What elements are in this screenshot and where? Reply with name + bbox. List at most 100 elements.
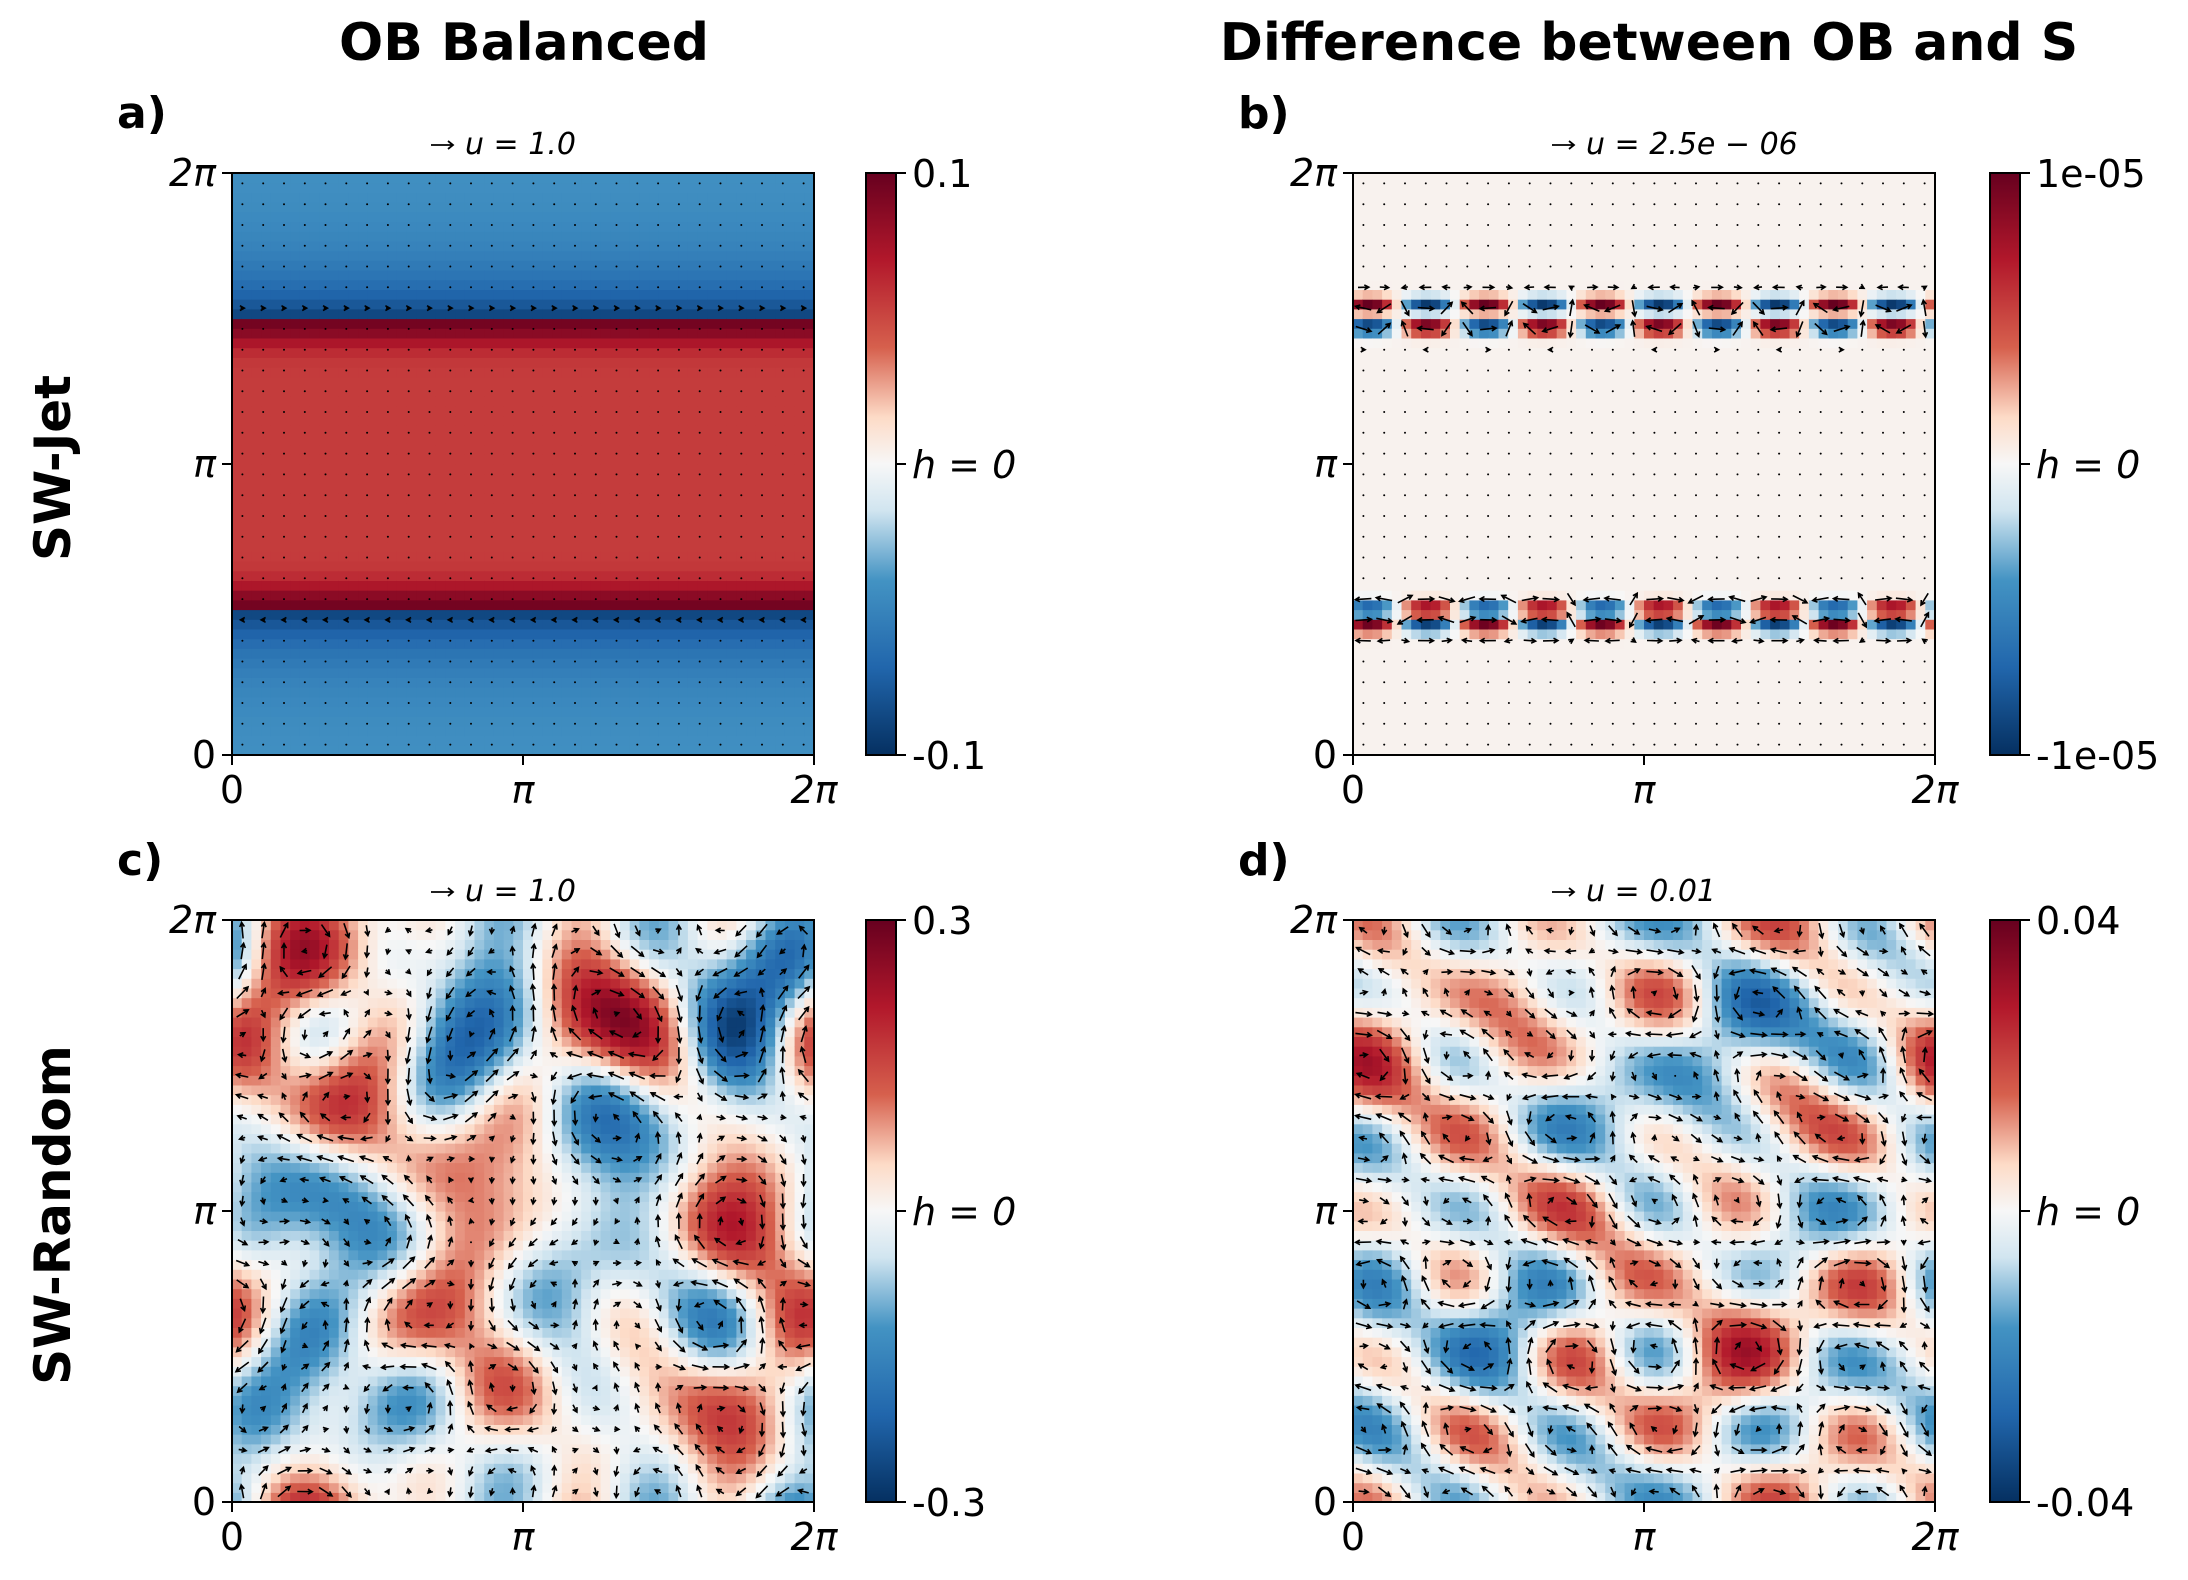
heatmap-cell	[717, 580, 728, 591]
quiver-arrow	[698, 494, 701, 497]
heatmap-cell	[571, 318, 582, 329]
quiver-arrow	[677, 494, 680, 497]
heatmap-cell	[280, 580, 291, 591]
heatmap-cell	[610, 687, 621, 698]
heatmap-cell	[784, 357, 796, 368]
heatmap-cell	[552, 211, 563, 223]
quiver-arrow	[698, 577, 701, 580]
quiver-arrow	[781, 598, 784, 601]
heatmap-cell	[775, 677, 786, 688]
heatmap-cell	[338, 289, 349, 300]
heatmap-cell	[1362, 716, 1373, 727]
heatmap-cell	[697, 648, 708, 659]
quiver-arrow	[615, 224, 618, 226]
heatmap-cell	[309, 609, 320, 620]
heatmap-cell	[1430, 551, 1441, 562]
heatmap-cell	[736, 473, 747, 484]
heatmap-cell	[367, 648, 379, 659]
heatmap-cell	[309, 260, 320, 271]
heatmap-cell	[299, 444, 311, 455]
heatmap-cell	[484, 580, 495, 591]
heatmap-cell	[629, 434, 640, 446]
heatmap-cell	[717, 735, 728, 746]
heatmap-cell	[629, 716, 640, 727]
heatmap-cell	[532, 580, 543, 591]
heatmap-cell	[523, 415, 534, 426]
heatmap-cell	[523, 619, 534, 630]
heatmap-cell	[649, 415, 660, 426]
heatmap-cell	[416, 716, 427, 727]
heatmap-cell	[620, 260, 631, 271]
heatmap-cell	[426, 405, 437, 417]
heatmap-cell	[396, 483, 408, 494]
heatmap-cell	[367, 735, 379, 746]
heatmap-cell	[396, 561, 408, 572]
heatmap-cell	[552, 735, 563, 746]
heatmap-cell	[542, 396, 553, 407]
quiver-arrow	[303, 473, 306, 476]
heatmap-cell	[542, 677, 553, 688]
heatmap-cell	[280, 473, 291, 484]
heatmap-cell	[503, 687, 514, 698]
heatmap-cell	[678, 337, 689, 349]
heatmap-cell	[406, 240, 417, 252]
heatmap-cell	[1362, 279, 1373, 290]
quiver-arrow	[345, 515, 348, 517]
heatmap-cell	[435, 706, 446, 717]
heatmap-cell	[270, 376, 282, 387]
heatmap-cell	[493, 337, 505, 349]
quiver-arrow	[615, 598, 618, 601]
heatmap-cell	[377, 619, 388, 630]
heatmap-cell	[396, 182, 408, 193]
heatmap-cell	[464, 357, 476, 368]
heatmap-cell	[542, 434, 553, 446]
quiver-arrow	[407, 224, 410, 226]
quiver-arrow	[511, 244, 514, 247]
heatmap-cell	[251, 706, 262, 717]
heatmap-cell	[387, 464, 398, 475]
heatmap-cell	[1353, 367, 1364, 378]
heatmap-cell	[726, 696, 737, 708]
heatmap-cell	[552, 386, 563, 397]
heatmap-cell	[435, 250, 446, 261]
quiver-arrow	[428, 452, 431, 455]
heatmap-cell	[658, 464, 670, 475]
heatmap-cell	[571, 677, 582, 688]
heatmap-cell	[1420, 279, 1432, 290]
quiver-arrow	[615, 182, 618, 185]
heatmap-cell	[251, 725, 262, 737]
quiver-arrow	[636, 286, 639, 289]
heatmap-cell	[561, 464, 573, 475]
heatmap-cell	[736, 444, 747, 455]
quiver-arrow	[740, 598, 743, 601]
heatmap-cell	[581, 628, 592, 640]
heatmap-cell	[464, 502, 476, 514]
quiver-arrow	[385, 304, 392, 312]
heatmap-cell	[1372, 493, 1383, 504]
heatmap-cell	[1430, 473, 1441, 484]
heatmap-cell	[561, 328, 573, 339]
heatmap-cell	[348, 231, 359, 242]
heatmap-cell	[416, 376, 427, 387]
heatmap-cell	[1372, 221, 1383, 232]
heatmap-cell	[639, 522, 650, 533]
heatmap-cell	[687, 173, 699, 184]
heatmap-cell	[464, 376, 476, 387]
heatmap-cell	[726, 270, 737, 281]
heatmap-cell	[290, 493, 301, 504]
heatmap-cell	[1411, 580, 1422, 591]
heatmap-cell	[251, 270, 262, 281]
heatmap-cell	[426, 725, 437, 737]
heatmap-cell	[367, 677, 379, 688]
heatmap-cell	[1420, 512, 1432, 523]
heatmap-cell	[396, 454, 408, 465]
quiver-arrow	[511, 515, 514, 517]
heatmap-cell	[426, 250, 437, 261]
quiver-arrow	[657, 286, 660, 289]
heatmap-cell	[736, 735, 747, 746]
heatmap-cell	[629, 745, 640, 756]
heatmap-cell	[1391, 454, 1403, 465]
heatmap-cell	[455, 231, 466, 242]
quiver-arrow	[532, 577, 535, 580]
quiver-arrow	[488, 304, 496, 312]
